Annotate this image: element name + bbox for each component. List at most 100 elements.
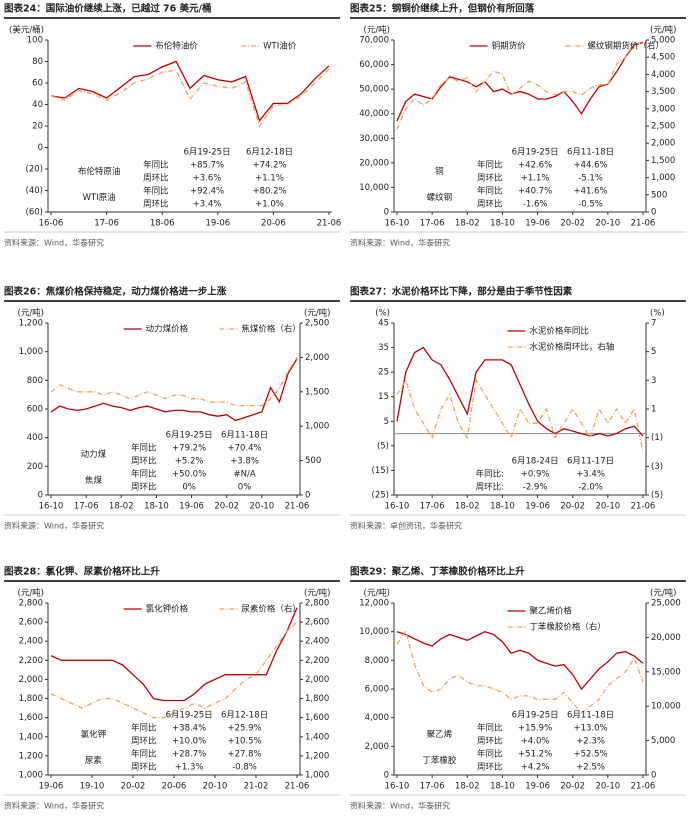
table-cell: 周环比 bbox=[477, 762, 503, 773]
table-cell: 年同比 bbox=[143, 186, 169, 197]
table-header: 6月19-25日 bbox=[166, 431, 213, 441]
y-tick-label: 100 bbox=[27, 36, 43, 46]
y-tick-label: 20,000 bbox=[359, 158, 389, 168]
y-tick-label: 400 bbox=[27, 433, 43, 443]
x-tick-label: 20-02 bbox=[560, 219, 585, 229]
y2-tick-label: 0 bbox=[651, 208, 656, 218]
y-tick-label: 10,000 bbox=[359, 183, 389, 193]
y-unit: (元/吨) bbox=[18, 588, 45, 599]
series-line bbox=[50, 68, 330, 128]
table-cell: +85.7% bbox=[190, 161, 224, 171]
table-cell: 周环比 bbox=[477, 173, 503, 184]
y-tick-label: 2,600 bbox=[19, 618, 43, 628]
table-header: 6月19-25日 bbox=[183, 148, 230, 158]
chart-title: 图表26：焦煤价格保持稳定，动力煤价格进一步上涨 bbox=[4, 286, 227, 298]
y2-tick-label: 5 bbox=[651, 347, 656, 357]
group-label: 氯化钾 bbox=[81, 729, 107, 740]
y-tick-label: 80 bbox=[32, 57, 43, 67]
legend-label: 氯化钾价格 bbox=[146, 604, 189, 615]
source: 资料来源：Wind，华泰研究 bbox=[350, 238, 450, 248]
table-header: 6月11-18日 bbox=[567, 148, 614, 158]
x-tick-label: 18-10 bbox=[490, 782, 515, 792]
y-tick-label: 0 bbox=[384, 771, 389, 781]
table-cell: -5.1% bbox=[578, 174, 603, 184]
x-tick-label: 19-06 bbox=[525, 502, 550, 512]
group-label: 尿素 bbox=[85, 755, 103, 766]
table-cell: +1.3% bbox=[175, 763, 204, 773]
y-tick-label: 0 bbox=[38, 491, 43, 501]
x-tick-label: 20-10 bbox=[596, 502, 621, 512]
x-tick-label: 18-02 bbox=[455, 782, 480, 792]
x-tick-label: 21-06 bbox=[285, 502, 310, 512]
y-tick-label: 50,000 bbox=[359, 85, 389, 95]
table-cell: +10.0% bbox=[172, 737, 206, 747]
legend-label: 尿素价格（右） bbox=[241, 604, 301, 615]
legend-label: 螺纹钢期货价（右） bbox=[587, 41, 664, 52]
table-cell: +4.2% bbox=[521, 763, 550, 773]
table-cell: 年同比 bbox=[131, 469, 157, 480]
x-tick-label: 20-10 bbox=[250, 502, 275, 512]
y2-tick-label: 3 bbox=[651, 376, 656, 386]
table-cell: +3.4% bbox=[576, 470, 605, 480]
group-label: 动力煤 bbox=[81, 449, 107, 460]
table-cell: +3.8% bbox=[230, 457, 259, 467]
y-tick-label: (25) bbox=[372, 491, 389, 501]
y2-tick-label: 2,600 bbox=[305, 618, 329, 628]
y2-tick-label: 4,500 bbox=[651, 53, 675, 63]
x-tick-label: 20-02 bbox=[214, 502, 239, 512]
table-cell: 周环比 bbox=[143, 173, 169, 184]
y2-tick-label: 2,000 bbox=[305, 353, 329, 363]
group-label: 铜 bbox=[435, 166, 444, 177]
x-tick-label: 18-02 bbox=[109, 502, 134, 512]
table-cell: +3.4% bbox=[193, 200, 222, 210]
table-header: 6月19-25日 bbox=[512, 711, 559, 721]
table-cell: +2.3% bbox=[576, 737, 605, 747]
y2-tick-label: 1,500 bbox=[651, 156, 675, 166]
table-cell: 年同比 bbox=[131, 443, 157, 454]
x-tick-label: 16-10 bbox=[39, 502, 64, 512]
source: 资料来源：Wind，华泰研究 bbox=[4, 238, 104, 248]
y2-tick-label: 1,000 bbox=[651, 173, 675, 183]
series-line bbox=[50, 358, 298, 422]
table-cell: +79.2% bbox=[172, 444, 206, 454]
y2-tick-label: 2,800 bbox=[305, 599, 329, 609]
y2-tick-label: 0 bbox=[651, 771, 656, 781]
x-tick-label: 19-06 bbox=[179, 502, 204, 512]
y2-tick-label: (3) bbox=[651, 462, 663, 472]
table-cell: 年同比 bbox=[477, 160, 503, 171]
y2-tick-label: 2,000 bbox=[651, 139, 675, 149]
y-tick-label: 10,000 bbox=[359, 627, 389, 637]
y2-tick-label: 500 bbox=[305, 456, 321, 466]
table-cell: +38.4% bbox=[172, 724, 206, 734]
y-tick-label: 1,000 bbox=[19, 347, 43, 357]
y2-tick-label: 0 bbox=[305, 491, 310, 501]
y2-tick-label: 500 bbox=[651, 190, 667, 200]
y2-unit: (元/吨) bbox=[650, 25, 677, 36]
group-label: WTI原油 bbox=[83, 192, 116, 203]
table-cell: +51.2% bbox=[518, 750, 552, 760]
y2-tick-label: 1,500 bbox=[305, 387, 329, 397]
y-tick-label: 40,000 bbox=[359, 109, 389, 119]
table-cell: -0.5% bbox=[578, 200, 603, 210]
x-tick-label: 21-06 bbox=[631, 782, 656, 792]
table-cell: 年同比 bbox=[477, 749, 503, 760]
table-cell: +25.9% bbox=[227, 724, 261, 734]
y2-tick-label: 1 bbox=[651, 405, 656, 415]
x-tick-label: 16-10 bbox=[385, 219, 410, 229]
y-tick-label: (40) bbox=[26, 186, 43, 196]
y2-tick-label: (5) bbox=[651, 491, 663, 501]
table-cell: +40.7% bbox=[518, 187, 552, 197]
table-cell: 周环比 bbox=[131, 762, 157, 773]
x-tick-label: 17-06 bbox=[420, 502, 445, 512]
series-line bbox=[396, 628, 644, 714]
legend-label: 铜期货价 bbox=[492, 41, 527, 52]
y-tick-label: 40 bbox=[32, 100, 43, 110]
table-cell: +0.9% bbox=[521, 470, 550, 480]
x-tick-label: 16-06 bbox=[39, 219, 64, 229]
y2-tick-label: 2,500 bbox=[305, 319, 329, 329]
x-tick-label: 17-06 bbox=[420, 219, 445, 229]
group-label: 丁苯橡胶 bbox=[422, 755, 457, 766]
table-cell: 周环比 bbox=[131, 482, 157, 493]
y-tick-label: 2,000 bbox=[19, 675, 43, 685]
